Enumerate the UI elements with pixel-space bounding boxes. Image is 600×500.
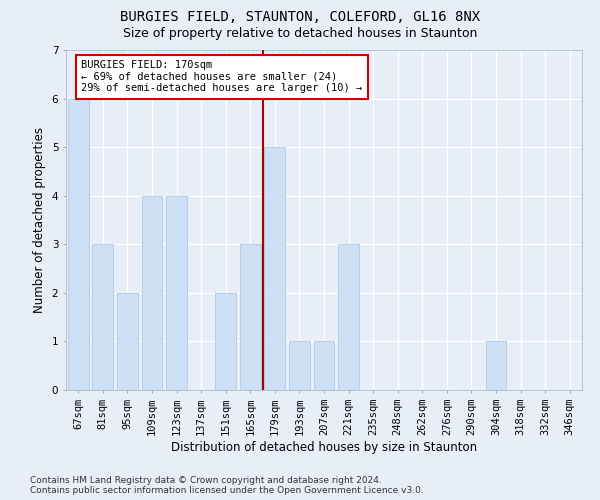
Text: BURGIES FIELD: 170sqm
← 69% of detached houses are smaller (24)
29% of semi-deta: BURGIES FIELD: 170sqm ← 69% of detached … — [82, 60, 363, 94]
Text: Size of property relative to detached houses in Staunton: Size of property relative to detached ho… — [123, 28, 477, 40]
Bar — [314, 342, 334, 390]
Text: BURGIES FIELD, STAUNTON, COLEFORD, GL16 8NX: BURGIES FIELD, STAUNTON, COLEFORD, GL16 … — [120, 10, 480, 24]
Bar — [92, 244, 113, 390]
X-axis label: Distribution of detached houses by size in Staunton: Distribution of detached houses by size … — [171, 440, 477, 454]
Text: Contains HM Land Registry data © Crown copyright and database right 2024.
Contai: Contains HM Land Registry data © Crown c… — [30, 476, 424, 495]
Bar — [265, 147, 286, 390]
Bar — [215, 293, 236, 390]
Y-axis label: Number of detached properties: Number of detached properties — [33, 127, 46, 313]
Bar — [338, 244, 359, 390]
Bar — [485, 342, 506, 390]
Bar — [117, 293, 138, 390]
Bar — [166, 196, 187, 390]
Bar — [142, 196, 163, 390]
Bar — [240, 244, 261, 390]
Bar — [289, 342, 310, 390]
Bar — [68, 98, 89, 390]
